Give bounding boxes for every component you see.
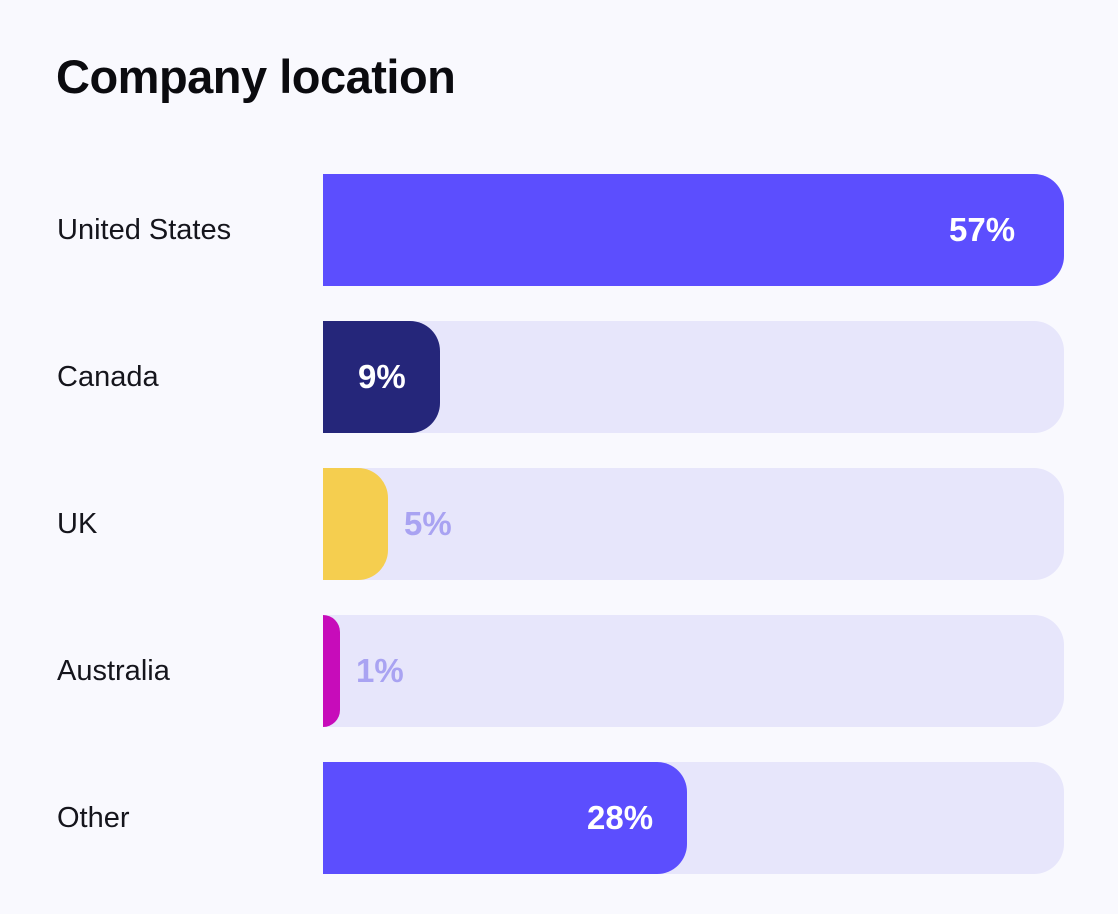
bar-track: 5% (323, 468, 1064, 580)
bar-track: 1% (323, 615, 1064, 727)
bar-row: Australia 1% (0, 615, 1118, 727)
bar-row: Other 28% (0, 762, 1118, 874)
bar-row: UK 5% (0, 468, 1118, 580)
value-label: 9% (358, 358, 406, 395)
value-label: 1% (356, 652, 404, 689)
value-label: 5% (404, 505, 452, 542)
bar (323, 762, 687, 874)
bar-track: 57% (323, 174, 1064, 286)
category-label: UK (57, 508, 98, 540)
bar (323, 468, 388, 580)
chart-title: Company location (56, 50, 456, 103)
value-label: 28% (587, 799, 654, 836)
bar-row: United States 57% (0, 174, 1118, 286)
bar (323, 321, 440, 433)
category-label: United States (57, 214, 232, 246)
bar-row: Canada 9% (0, 321, 1118, 433)
bar (323, 615, 340, 727)
bar-track: 9% (323, 321, 1064, 433)
bar-track: 28% (323, 762, 1064, 874)
value-label: 57% (949, 211, 1016, 248)
category-label: Other (57, 802, 130, 834)
category-label: Australia (57, 655, 170, 687)
bar (323, 174, 1064, 286)
category-label: Canada (57, 361, 159, 393)
